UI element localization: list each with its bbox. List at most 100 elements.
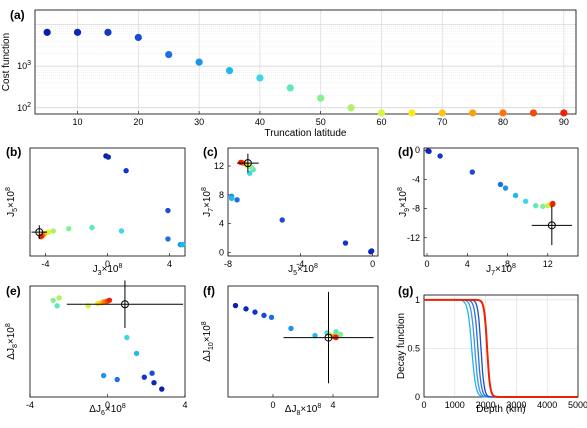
panel-b: -4 0 4 — [29, 147, 186, 269]
x-tick-label: 12 — [543, 259, 553, 269]
x-tick-label: 1000 — [445, 400, 465, 410]
x-tick-label: 60 — [376, 117, 386, 127]
x-tick-label: 10 — [73, 117, 83, 127]
y-tick-label: 12 — [214, 161, 224, 171]
x-tick-label: 5000 — [568, 400, 587, 410]
panel-label-a: (a) — [10, 8, 25, 22]
panel-frame — [227, 147, 379, 257]
data-point — [165, 207, 171, 214]
data-point — [469, 169, 476, 175]
data-point — [560, 109, 568, 117]
x-tick-label: 0 — [270, 400, 275, 410]
x-tick-label: -8 — [224, 259, 232, 269]
x-tick-label: 4 — [167, 259, 172, 269]
observation-marker — [547, 221, 556, 230]
data-point — [159, 386, 165, 392]
data-point — [106, 297, 113, 303]
x-tick-label: 80 — [498, 117, 508, 127]
data-point — [408, 109, 416, 117]
data-point — [50, 228, 56, 234]
x-tick-label: 30 — [194, 117, 204, 127]
panel-frame — [423, 294, 579, 398]
data-point — [261, 312, 267, 319]
y-axis-label: J7×108 — [201, 187, 215, 217]
x-tick-label: 4 — [465, 259, 470, 269]
data-point — [124, 334, 130, 341]
decay-curve — [424, 298, 578, 398]
y-tick-label: -8 — [412, 204, 420, 214]
data-point — [337, 331, 344, 338]
data-point — [149, 370, 155, 376]
data-point — [195, 58, 203, 66]
x-tick-label: 0 — [425, 259, 430, 269]
panel-frame — [423, 147, 579, 257]
panel-a-frame — [34, 9, 577, 115]
data-point — [512, 192, 519, 199]
x-tick-label: 20 — [133, 117, 143, 127]
y-tick-label: 0.5 — [407, 343, 420, 353]
x-tick-label: 3000 — [506, 400, 526, 410]
observation-marker — [35, 228, 44, 237]
data-point — [50, 297, 56, 303]
panel-label-e: (e) — [6, 284, 21, 298]
y-tick-label: 1 — [415, 295, 420, 305]
data-point — [522, 198, 529, 204]
x-tick-label: 50 — [316, 117, 326, 127]
x-tick-label: 0 — [105, 259, 110, 269]
y-tick-label: 0 — [415, 392, 420, 402]
y-tick-label: 0 — [415, 145, 420, 155]
data-point — [426, 148, 432, 154]
x-tick-label: 0 — [105, 400, 110, 410]
observation-marker — [120, 300, 129, 309]
data-point — [347, 104, 355, 112]
data-point — [118, 228, 125, 234]
data-point — [105, 154, 111, 160]
data-point — [550, 200, 556, 207]
observation-marker — [324, 333, 333, 342]
data-point — [279, 217, 285, 223]
data-point — [333, 329, 339, 335]
y-axis-label: ΔJ10×108 — [201, 321, 215, 361]
x-tick-label: -4 — [26, 400, 34, 410]
data-point — [437, 153, 443, 159]
data-point — [73, 28, 82, 36]
x-axis-label: Truncation latitude — [265, 128, 347, 139]
x-tick-label: 4000 — [537, 400, 557, 410]
y-tick-label: 8 — [219, 190, 224, 200]
y-axis-label: J9×108 — [397, 187, 411, 217]
y-axis-label: J5×108 — [5, 187, 19, 217]
y-axis-label: ΔJ8×108 — [5, 323, 19, 360]
data-point — [256, 74, 264, 82]
y-tick-label: 102 — [17, 102, 31, 113]
data-point — [368, 248, 375, 254]
y-tick-label: 103 — [17, 60, 31, 71]
data-point — [100, 372, 107, 379]
panel-label-b: (b) — [6, 145, 21, 159]
data-point — [497, 181, 504, 188]
data-point — [237, 159, 244, 166]
data-point — [438, 109, 446, 117]
x-axis-label: J7×108 — [486, 263, 516, 277]
data-point — [133, 350, 140, 357]
data-point — [286, 84, 294, 92]
data-point — [114, 376, 120, 383]
data-point — [342, 240, 349, 246]
data-point — [268, 314, 275, 321]
data-point — [123, 168, 129, 174]
data-point — [228, 195, 235, 202]
data-point — [66, 226, 72, 232]
x-tick-label: 0 — [370, 259, 375, 269]
data-point — [165, 236, 171, 242]
data-point — [179, 241, 186, 248]
x-axis-label: Depth (km) — [476, 404, 525, 415]
x-tick-label: 8 — [505, 259, 510, 269]
data-point — [529, 109, 538, 117]
data-point — [377, 109, 386, 117]
panel-a-background — [35, 10, 576, 114]
data-point — [533, 202, 539, 209]
y-axis-label: Cost function — [1, 33, 12, 91]
panel-d: 0 4 8 12 0 -4 -8 -12 — [407, 145, 579, 269]
y-axis-label: Decay function — [396, 313, 407, 379]
data-point — [502, 185, 509, 191]
